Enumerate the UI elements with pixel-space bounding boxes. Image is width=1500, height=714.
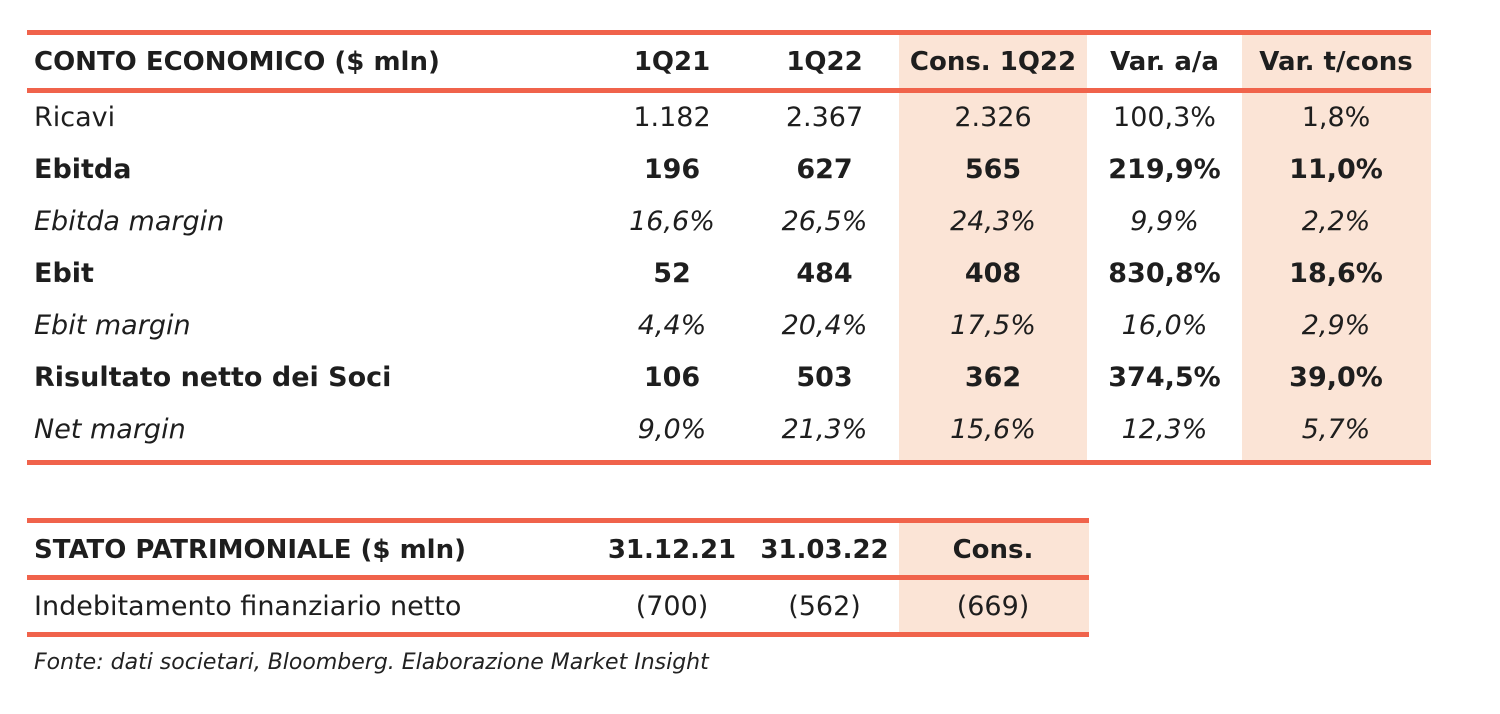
- table-row: Ebit 52 484 408 830,8% 18,6%: [27, 247, 1431, 299]
- row-label: Ebitda: [34, 153, 132, 185]
- table-cell: 2,9%: [1301, 309, 1371, 341]
- col-header-cons-1q22: Cons. 1Q22: [909, 47, 1077, 77]
- table-cell: 2.367: [785, 101, 864, 133]
- row-label: Net margin: [34, 413, 186, 445]
- table-cell: 16,6%: [629, 205, 715, 237]
- table-cell: 17,5%: [950, 309, 1036, 341]
- table-cell: 11,0%: [1289, 153, 1383, 185]
- col-header-var-tcons: Var. t/cons: [1259, 47, 1413, 77]
- row-label: Ricavi: [34, 101, 116, 133]
- source-note: Fonte: dati societari, Bloomberg. Elabor…: [34, 650, 709, 675]
- table-row: Ebitda 196 627 565 219,9% 11,0%: [27, 143, 1431, 195]
- row-label: Indebitamento finanziario netto: [34, 590, 462, 622]
- table-cell: 374,5%: [1108, 361, 1221, 393]
- var-cons-column-shade: [1242, 35, 1431, 463]
- col-header-311221: 31.12.21: [607, 535, 737, 565]
- table-cell: 4,4%: [637, 309, 707, 341]
- table-cell: 5,7%: [1301, 413, 1371, 445]
- row-label: Ebit: [34, 257, 94, 289]
- balance-table: STATO PATRIMONIALE ($ mln) 31.12.21 31.0…: [27, 518, 1089, 642]
- col-header-310322: 31.03.22: [760, 535, 889, 565]
- table-row: Net margin 9,0% 21,3% 15,6% 12,3% 5,7%: [27, 403, 1431, 455]
- balance-cons-column-shade: [899, 523, 1089, 637]
- table-cell: 12,3%: [1121, 413, 1208, 445]
- balance-body: Indebitamento finanziario netto (700) (562…: [27, 580, 1089, 632]
- col-header-1q21: 1Q21: [633, 47, 711, 77]
- table-cell: 9,0%: [637, 413, 707, 445]
- table-cell: 2.326: [954, 101, 1032, 133]
- table-cell: 2,2%: [1301, 205, 1371, 237]
- income-header-row: CONTO ECONOMICO ($ mln) 1Q21 1Q22 Cons. …: [27, 36, 1431, 88]
- table-row: Risultato netto dei Soci 106 503 362 374,5% 3…: [27, 351, 1431, 403]
- row-label: Ebitda margin: [34, 205, 225, 237]
- table-cell: 20,4%: [781, 309, 868, 341]
- row-label: Risultato netto dei Soci: [34, 361, 392, 393]
- table-cell: 52: [653, 257, 691, 289]
- table-cell: 100,3%: [1113, 101, 1216, 133]
- table-cell: 503: [796, 361, 853, 393]
- table-cell: 408: [964, 257, 1022, 289]
- table-cell: 18,6%: [1289, 257, 1383, 289]
- table-cell: 9,9%: [1130, 205, 1199, 237]
- table-cell: 39,0%: [1289, 361, 1383, 393]
- table-cell: 15,6%: [950, 413, 1036, 445]
- table-row: Ebit margin 4,4% 20,4% 17,5% 16,0% 2,9%: [27, 299, 1431, 351]
- balance-header-row: STATO PATRIMONIALE ($ mln) 31.12.21 31.0…: [27, 524, 1089, 576]
- balance-top-rule: [27, 518, 1089, 523]
- table-cell: 362: [964, 361, 1022, 393]
- income-body: Ricavi 1.182 2.367 2.326 100,3% 1,8% Ebitda 196…: [27, 91, 1431, 455]
- top-rule: [27, 30, 1431, 35]
- balance-bottom-rule: [27, 632, 1089, 637]
- table-cell: 196: [643, 153, 701, 185]
- table-row: Ricavi 1.182 2.367 2.326 100,3% 1,8%: [27, 91, 1431, 143]
- col-header-cons: Cons.: [952, 535, 1034, 565]
- table-row: Ebitda margin 16,6% 26,5% 24,3% 9,9% 2,2%: [27, 195, 1431, 247]
- table-cell: (562): [788, 590, 861, 622]
- table-cell: 627: [796, 153, 853, 185]
- table-cell: 106: [643, 361, 701, 393]
- cons-column-shade: [899, 35, 1087, 463]
- row-label: Ebit margin: [34, 309, 191, 341]
- table-cell: 24,3%: [950, 205, 1036, 237]
- col-header-1q22: 1Q22: [786, 47, 863, 77]
- bottom-rule: [27, 460, 1431, 465]
- table-cell: 219,9%: [1108, 153, 1221, 185]
- table-cell: 16,0%: [1121, 309, 1208, 341]
- col-header-var-aa: Var. a/a: [1110, 47, 1219, 77]
- balance-title: STATO PATRIMONIALE ($ mln): [34, 535, 466, 565]
- header-rule: [27, 88, 1431, 93]
- table-cell: (669): [956, 590, 1030, 622]
- income-title: CONTO ECONOMICO ($ mln): [34, 47, 440, 77]
- table-row: Indebitamento finanziario netto (700) (562…: [27, 580, 1089, 632]
- table-cell: 1.182: [633, 101, 711, 133]
- table-cell: 26,5%: [781, 205, 868, 237]
- table-cell: 484: [796, 257, 853, 289]
- table-cell: 21,3%: [781, 413, 868, 445]
- balance-header-rule: [27, 575, 1089, 580]
- table-cell: (700): [635, 590, 709, 622]
- table-cell: 830,8%: [1108, 257, 1221, 289]
- table-cell: 1,8%: [1301, 101, 1371, 133]
- income-table: CONTO ECONOMICO ($ mln) 1Q21 1Q22 Cons. …: [27, 30, 1431, 468]
- table-cell: 565: [964, 153, 1022, 185]
